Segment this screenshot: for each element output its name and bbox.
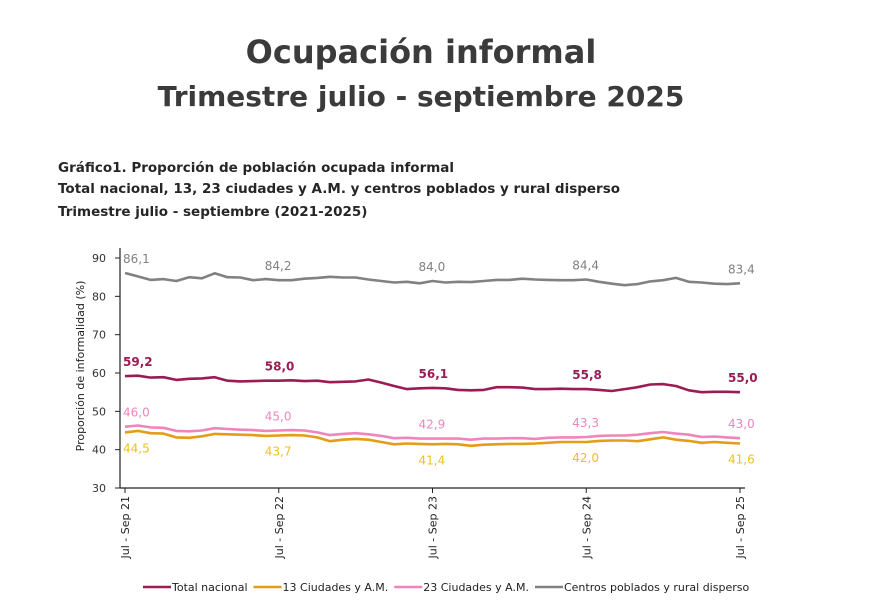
legend-label-1: 13 Ciudades y A.M. [283, 581, 389, 594]
y-tick-label: 60 [92, 367, 106, 380]
series-line-1 [124, 429, 741, 448]
data-label: 84,4 [572, 258, 599, 272]
data-label: 46,0 [123, 406, 150, 420]
y-tick-label: 70 [92, 329, 106, 342]
data-label: 41,6 [728, 453, 755, 467]
data-label: 44,5 [123, 441, 150, 455]
chart-title-line-3: Trimestre julio - septiembre (2021-2025) [58, 204, 368, 220]
data-label: 84,0 [419, 260, 446, 274]
data-label: 56,1 [419, 367, 449, 381]
x-tick-label: Jul - Sep 23 [427, 496, 440, 559]
x-tick-label: Jul - Sep 25 [734, 496, 747, 559]
page-subtitle: Trimestre julio - septiembre 2025 [157, 80, 685, 113]
chart-title-line-2: Total nacional, 13, 23 ciudades y A.M. y… [58, 181, 621, 197]
data-label: 86,1 [123, 252, 150, 266]
data-label: 43,0 [728, 417, 755, 431]
y-axis-label: Proporción de informalidad (%) [74, 281, 87, 452]
data-label: 41,4 [419, 453, 446, 467]
data-label: 42,9 [419, 418, 446, 432]
legend-label-0: Total nacional [171, 581, 248, 594]
series-line-2 [124, 424, 741, 441]
x-tick-label: Jul - Sep 24 [580, 496, 593, 559]
data-label: 59,2 [123, 355, 153, 369]
data-label: 45,0 [265, 410, 292, 424]
page-title: Ocupación informal [245, 33, 597, 71]
y-tick-label: 90 [92, 252, 106, 265]
data-label: 58,0 [265, 360, 295, 374]
x-tick-label: Jul - Sep 22 [273, 496, 286, 559]
data-label: 43,3 [572, 416, 599, 430]
chart-title-line-1: Gráfico1. Proporción de población ocupad… [58, 160, 455, 176]
data-label: 84,2 [265, 259, 292, 273]
legend-label-2: 23 Ciudades y A.M. [423, 581, 529, 594]
data-label: 55,8 [572, 368, 602, 382]
data-label: 55,0 [728, 371, 758, 385]
y-tick-label: 40 [92, 444, 106, 457]
y-tick-label: 50 [92, 405, 106, 418]
legend-label-3: Centros poblados y rural disperso [564, 581, 749, 594]
series-line-3 [124, 271, 741, 287]
data-label: 43,7 [265, 444, 292, 458]
y-tick-label: 80 [92, 290, 106, 303]
data-label: 42,0 [572, 451, 599, 465]
x-tick-label: Jul - Sep 21 [119, 496, 132, 559]
data-label: 83,4 [728, 262, 755, 276]
y-tick-label: 30 [92, 482, 106, 495]
series-line-0 [124, 374, 741, 394]
